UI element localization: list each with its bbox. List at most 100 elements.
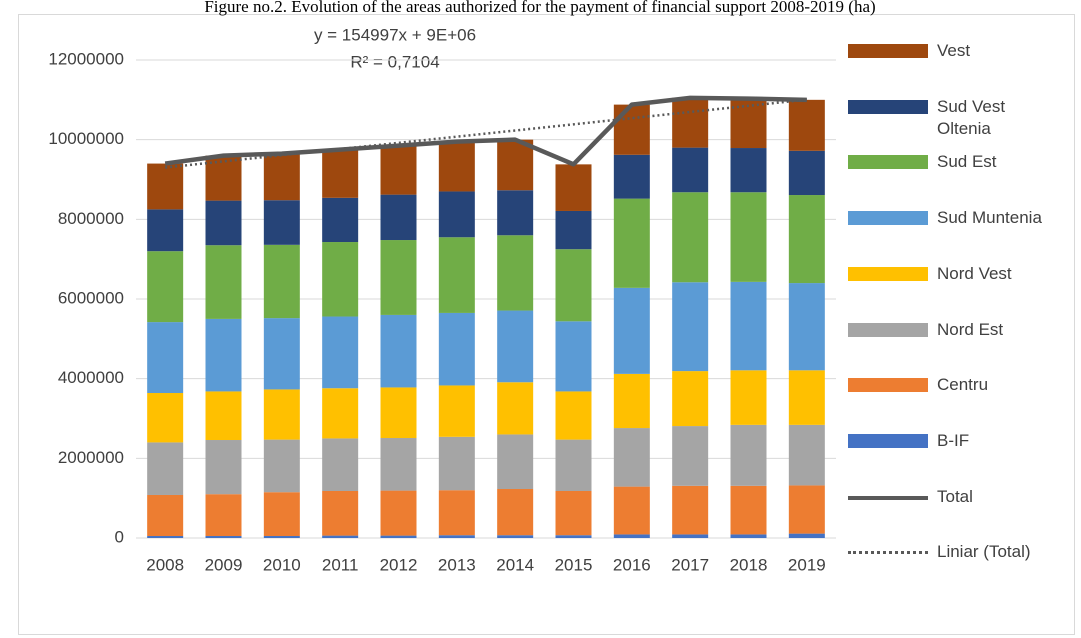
trend-r2: R² = 0,7104 bbox=[350, 52, 439, 71]
x-tick-label: 2009 bbox=[205, 555, 243, 574]
legend-label: Sud Vest Oltenia bbox=[937, 96, 1006, 138]
legend-swatch bbox=[848, 99, 928, 114]
bar-segment bbox=[555, 164, 592, 211]
legend-label: Total bbox=[937, 486, 973, 506]
bar-segment bbox=[497, 235, 534, 311]
bar-segment bbox=[613, 486, 650, 535]
x-tick-label: 2011 bbox=[322, 555, 359, 574]
bar-segment bbox=[438, 385, 475, 437]
legend-swatch bbox=[848, 211, 928, 226]
bar-segment bbox=[322, 490, 359, 536]
bar-segment bbox=[438, 490, 475, 536]
bar-segment bbox=[205, 245, 242, 319]
bar-segment bbox=[672, 147, 709, 193]
y-tick-label: 4000000 bbox=[58, 368, 124, 387]
chart-border bbox=[18, 14, 1075, 635]
legend-swatch bbox=[848, 433, 928, 448]
chart-title: Figure no.2. Evolution of the areas auth… bbox=[204, 0, 875, 16]
bar-segment bbox=[613, 104, 650, 155]
bar-segment bbox=[672, 426, 709, 486]
x-tick-label: 2013 bbox=[438, 555, 476, 574]
legend-label: Sud Est bbox=[937, 152, 997, 172]
legend-label: Vest bbox=[937, 41, 971, 60]
bar-segment bbox=[205, 536, 242, 538]
bar-segment bbox=[672, 534, 709, 538]
bar-segment bbox=[613, 287, 650, 374]
bar-segment bbox=[380, 490, 417, 536]
bar-segment bbox=[380, 438, 417, 491]
bar-segment bbox=[788, 99, 825, 151]
trend-line bbox=[165, 98, 807, 169]
bar-segment bbox=[555, 490, 592, 536]
bar-segment bbox=[263, 439, 300, 493]
legend-label: Sud Muntenia bbox=[937, 208, 1042, 228]
y-tick-label: 6000000 bbox=[58, 288, 124, 307]
bar-segment bbox=[322, 438, 359, 491]
bar-segment bbox=[147, 442, 184, 495]
bar-segment bbox=[147, 209, 184, 252]
bar-segment bbox=[263, 389, 300, 440]
bar-segment bbox=[672, 97, 709, 148]
bar-segment bbox=[497, 434, 534, 490]
bar-segment bbox=[322, 316, 359, 389]
bar-segment bbox=[613, 534, 650, 538]
bar-segment bbox=[263, 492, 300, 537]
legend-swatch bbox=[848, 495, 928, 500]
bar-segment bbox=[497, 382, 534, 435]
legend-item: Nord Vest bbox=[848, 263, 1057, 285]
trend-equation: y = 154997x + 9E+06 bbox=[314, 25, 476, 44]
bar-segment bbox=[730, 148, 767, 193]
legend-swatch bbox=[848, 322, 928, 337]
legend-swatch bbox=[848, 44, 928, 58]
x-tick-label: 2014 bbox=[496, 555, 534, 574]
bar-segment bbox=[497, 489, 534, 536]
bar-segment bbox=[263, 318, 300, 390]
legend-swatch bbox=[848, 266, 928, 281]
legend-label: Liniar (Total) bbox=[937, 542, 1031, 562]
bar-segment bbox=[263, 153, 300, 201]
y-tick-label: 8000000 bbox=[58, 209, 124, 228]
bar-segment bbox=[322, 388, 359, 439]
legend-label: Nord Est bbox=[937, 319, 1004, 339]
x-tick-label: 2017 bbox=[671, 555, 709, 574]
bar-segment bbox=[730, 534, 767, 538]
bar-segment bbox=[788, 195, 825, 284]
x-tick-label: 2008 bbox=[146, 555, 184, 574]
bar-segment bbox=[555, 321, 592, 392]
bar-segment bbox=[613, 154, 650, 199]
bar-segment bbox=[322, 197, 359, 243]
x-tick-label: 2019 bbox=[788, 555, 826, 574]
bar-segment bbox=[380, 314, 417, 388]
bar-segment bbox=[263, 200, 300, 245]
bar-segment bbox=[497, 190, 534, 236]
bar-segment bbox=[438, 312, 475, 386]
bar-segment bbox=[672, 371, 709, 427]
bar-segment bbox=[205, 440, 242, 495]
bar-segment bbox=[555, 249, 592, 322]
bar-segment bbox=[672, 192, 709, 283]
legend-label: B-IF bbox=[937, 430, 970, 450]
legend-label: Nord Vest bbox=[937, 263, 1012, 283]
bar-segment bbox=[438, 535, 475, 538]
bar-segment bbox=[322, 535, 359, 538]
legend-item: Total bbox=[848, 486, 1057, 508]
bar-segment bbox=[788, 150, 825, 196]
legend-swatch bbox=[848, 378, 928, 393]
bar-segment bbox=[497, 535, 534, 538]
bar-segment bbox=[380, 145, 417, 195]
bar-segment bbox=[555, 210, 592, 250]
bar-segment bbox=[263, 536, 300, 538]
legend-item: Vest bbox=[848, 40, 1057, 62]
x-tick-label: 2016 bbox=[613, 555, 651, 574]
legend-swatch bbox=[848, 155, 928, 170]
bar-segment bbox=[380, 535, 417, 538]
bar-segment bbox=[380, 194, 417, 241]
bar-segment bbox=[613, 428, 650, 487]
bar-segment bbox=[672, 485, 709, 535]
x-tick-label: 2018 bbox=[730, 555, 768, 574]
bar-segment bbox=[438, 141, 475, 192]
total-line bbox=[164, 95, 807, 167]
bar-segment bbox=[380, 387, 417, 439]
